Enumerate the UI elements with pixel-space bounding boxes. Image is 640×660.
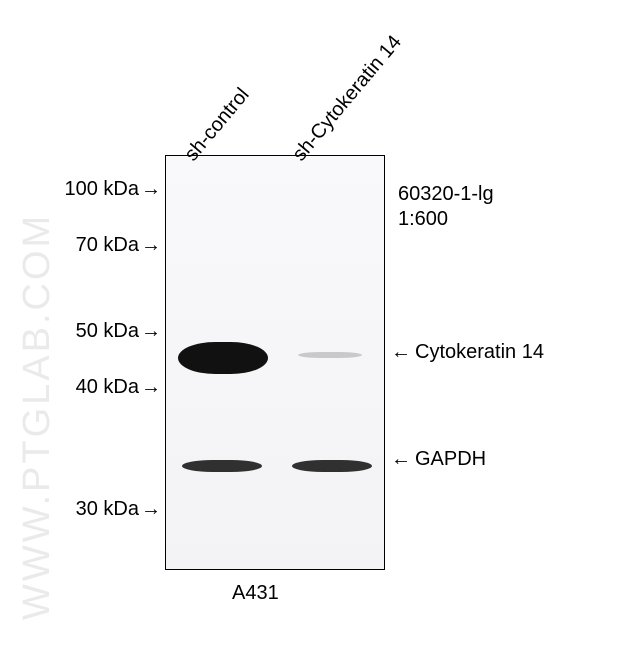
band-control-ck14 [178,342,268,374]
mw-text: 50 kDa [76,320,139,342]
target-text: Cytokeratin 14 [415,341,544,363]
mw-text: 30 kDa [76,498,139,520]
mw-text: 70 kDa [76,234,139,256]
band-kd-gapdh [292,460,372,472]
arrow-right-icon: → [141,376,161,399]
antibody-catalog: 60320-1-lg [398,182,494,207]
band-kd-ck14 [298,352,362,358]
target-label-1: ←GAPDH [391,448,486,471]
antibody-info: 60320-1-lg 1:600 [398,182,494,232]
mw-text: 100 kDa [65,178,140,200]
target-text: GAPDH [415,448,486,470]
arrow-left-icon: ← [391,448,411,471]
watermark-text: WWW.PTGLAB.COM [16,213,59,620]
target-label-0: ←Cytokeratin 14 [391,341,544,364]
mw-marker-3: 40 kDa→ [76,376,161,399]
arrow-right-icon: → [141,320,161,343]
figure-container: WWW.PTGLAB.COM 100 kDa→70 kDa→50 kDa→40 … [0,0,640,660]
mw-marker-4: 30 kDa→ [76,498,161,521]
antibody-dilution: 1:600 [398,207,494,232]
mw-marker-0: 100 kDa→ [65,178,162,201]
arrow-right-icon: → [141,234,161,257]
lane-label-control: sh-control [180,84,254,166]
lane-label-kd: sh-Cytokeratin 14 [288,31,406,166]
mw-text: 40 kDa [76,376,139,398]
arrow-right-icon: → [141,178,161,201]
sample-label: A431 [232,582,279,605]
mw-marker-1: 70 kDa→ [76,234,161,257]
arrow-right-icon: → [141,498,161,521]
band-control-gapdh [182,460,262,472]
arrow-left-icon: ← [391,341,411,364]
mw-marker-2: 50 kDa→ [76,320,161,343]
